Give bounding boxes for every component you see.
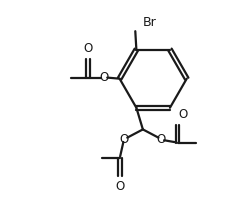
Text: O: O xyxy=(120,133,129,146)
Text: O: O xyxy=(157,133,166,146)
Text: O: O xyxy=(116,180,125,193)
Text: Br: Br xyxy=(143,15,156,29)
Text: O: O xyxy=(84,42,93,55)
Text: O: O xyxy=(178,108,188,121)
Text: O: O xyxy=(100,71,109,84)
